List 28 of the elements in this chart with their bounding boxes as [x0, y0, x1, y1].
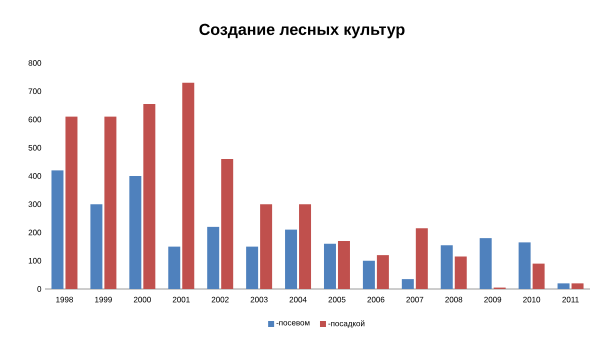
bar [260, 204, 272, 289]
bar [338, 240, 350, 289]
bar [207, 226, 220, 289]
bar [90, 204, 102, 289]
bar [518, 242, 531, 289]
bar [572, 283, 584, 289]
bar [454, 256, 467, 289]
bar [362, 260, 375, 289]
bar [285, 230, 298, 289]
bar [182, 82, 194, 289]
bar [299, 204, 312, 289]
bar [246, 246, 258, 289]
bar [324, 244, 336, 289]
bar [129, 176, 142, 289]
bar [416, 228, 428, 289]
bar [480, 238, 492, 289]
chart-title: Создание лесных культур [199, 24, 405, 38]
bar [168, 246, 180, 289]
bar [143, 104, 156, 289]
bar [402, 279, 414, 289]
bar [532, 264, 545, 289]
bar [376, 255, 389, 289]
bar [104, 116, 116, 289]
bar [221, 159, 234, 289]
bar [51, 170, 64, 289]
bar [65, 116, 78, 289]
bar [440, 245, 453, 289]
bar [558, 283, 570, 289]
